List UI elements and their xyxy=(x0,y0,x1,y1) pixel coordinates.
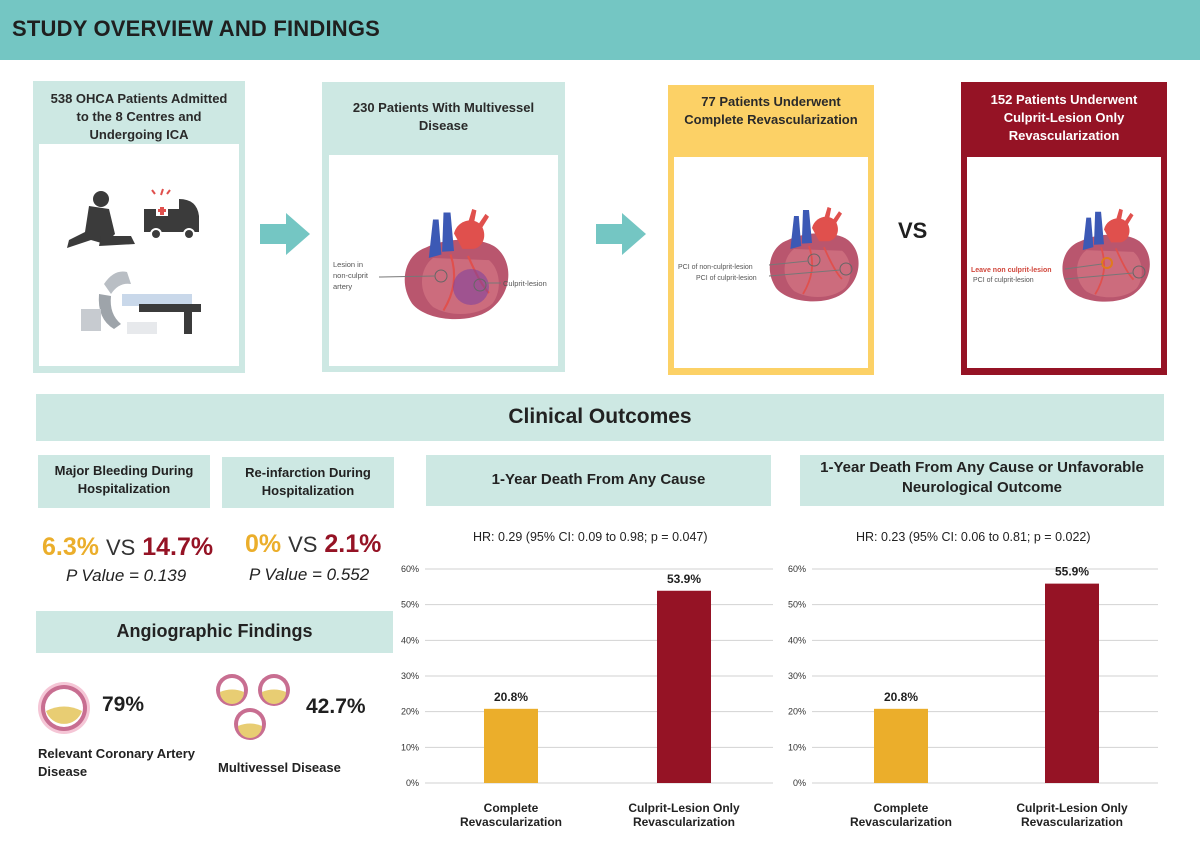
y-tick-label: 40% xyxy=(401,635,419,645)
x-category-label: Revascularization xyxy=(1021,815,1123,829)
label-leave-nonculprit: Leave non culprit-lesion xyxy=(971,267,1052,274)
bar-complete xyxy=(484,708,538,783)
label-lesion-line1: Lesion in xyxy=(333,260,363,269)
cpr-icon xyxy=(67,191,135,248)
bar-value-label: 20.8% xyxy=(884,690,918,704)
x-category-label: Complete xyxy=(484,801,539,815)
chart1-title: 1-Year Death From Any Cause xyxy=(491,471,706,488)
bleeding-vs: VS xyxy=(105,535,136,560)
bar-complete xyxy=(874,708,928,783)
reinfarction-label-box: Re-infarction During Hospitalization xyxy=(222,457,394,508)
clinical-outcomes-title: Clinical Outcomes xyxy=(508,405,692,428)
step3-illustration-area: PCI of non-culprit-lesion PCI of culprit… xyxy=(674,157,868,368)
y-tick-label: 20% xyxy=(401,707,419,717)
bar-culprit-only xyxy=(657,590,711,783)
reinfarction-complete-value: 0% xyxy=(245,530,282,558)
bleeding-culprit-value: 14.7% xyxy=(142,533,214,561)
step2-box: 230 Patients With Multivessel Disease Le… xyxy=(322,82,565,372)
step1-illustration-area xyxy=(39,144,239,366)
step1-title: 538 OHCA Patients Admitted to the 8 Cent… xyxy=(50,91,228,142)
y-tick-label: 60% xyxy=(401,564,419,574)
heart-illustration-complete: PCI of non-culprit-lesion PCI of culprit… xyxy=(678,205,860,303)
y-tick-label: 40% xyxy=(788,635,806,645)
chart1-plot: 0%10%20%30%40%50%60%20.8%CompleteRevascu… xyxy=(401,564,773,829)
y-tick-label: 0% xyxy=(793,778,806,788)
y-tick-label: 50% xyxy=(788,600,806,610)
y-tick-label: 10% xyxy=(401,742,419,752)
label-pci-nonculprit: PCI of non-culprit-lesion xyxy=(678,264,753,271)
bleeding-stat: 6.3% VS 14.7% xyxy=(42,533,213,562)
flow-arrow-2 xyxy=(596,213,646,255)
step2-illustration-area: Lesion in non-culprit artery Culprit-les… xyxy=(329,155,558,366)
x-category-label: Culprit-Lesion Only xyxy=(1016,801,1128,815)
x-category-label: Complete xyxy=(874,801,929,815)
coronary-percent: 79% xyxy=(102,693,145,716)
chart1-hr: HR: 0.29 (95% CI: 0.09 to 0.98; p = 0.04… xyxy=(473,530,708,544)
y-tick-label: 30% xyxy=(788,671,806,681)
angiography-machine-icon xyxy=(81,271,201,334)
bleeding-complete-value: 6.3% xyxy=(42,533,99,561)
y-tick-label: 0% xyxy=(406,778,419,788)
angiographic-title: Angiographic Findings xyxy=(116,621,313,641)
bar-culprit-only xyxy=(1045,583,1099,783)
clinical-outcomes-band: Clinical Outcomes xyxy=(36,394,1164,441)
bleeding-pvalue: P Value = 0.139 xyxy=(66,566,187,585)
reinfarction-label: Re-infarction During Hospitalization xyxy=(245,465,371,498)
chart2-hr: HR: 0.23 (95% CI: 0.06 to 0.81; p = 0.02… xyxy=(856,530,1091,544)
angiographic-band: Angiographic Findings xyxy=(36,611,393,653)
reinfarction-culprit-value: 2.1% xyxy=(324,530,382,558)
ambulance-icon xyxy=(144,188,199,240)
label-culprit-lesion: Culprit-lesion xyxy=(503,279,547,288)
vessel-plaque-icon xyxy=(38,682,90,734)
step1-box: 538 OHCA Patients Admitted to the 8 Cent… xyxy=(33,81,245,373)
multivessel-icon xyxy=(216,674,290,740)
bleeding-label: Major Bleeding During Hospitalization xyxy=(54,463,194,496)
x-category-label: Revascularization xyxy=(633,815,735,829)
chart2-title: 1-Year Death From Any Cause or Unfavorab… xyxy=(820,459,1144,496)
bleeding-label-box: Major Bleeding During Hospitalization xyxy=(38,455,210,508)
multivessel-label: Multivessel Disease xyxy=(218,760,341,775)
page-title: STUDY OVERVIEW AND FINDINGS xyxy=(12,16,381,41)
chart2-title-box: 1-Year Death From Any Cause or Unfavorab… xyxy=(800,455,1164,506)
reinfarction-vs: VS xyxy=(288,532,318,557)
chart2-plot: 0%10%20%30%40%50%60%20.8%CompleteRevascu… xyxy=(788,564,1158,829)
y-tick-label: 30% xyxy=(401,671,419,681)
reinfarction-pvalue: P Value = 0.552 xyxy=(249,565,370,584)
bar-value-label: 53.9% xyxy=(667,572,701,586)
x-category-label: Revascularization xyxy=(460,815,562,829)
reinfarction-stat: 0% VS 2.1% xyxy=(245,530,381,559)
label-lesion-line2: non-culprit xyxy=(333,271,369,280)
y-tick-label: 50% xyxy=(401,600,419,610)
label-lesion-line3: artery xyxy=(333,282,352,291)
vs-label: VS xyxy=(898,218,928,243)
step4-illustration-area: Leave non culprit-lesion PCI of culprit-… xyxy=(967,157,1161,368)
step4-box: 152 Patients Underwent Culprit-Lesion On… xyxy=(961,82,1167,375)
multivessel-percent: 42.7% xyxy=(306,695,366,718)
bar-value-label: 20.8% xyxy=(494,690,528,704)
header-bar: STUDY OVERVIEW AND FINDINGS xyxy=(0,0,1200,60)
y-tick-label: 20% xyxy=(788,707,806,717)
heart-illustration-culprit-only: Leave non culprit-lesion PCI of culprit-… xyxy=(971,207,1151,303)
step4-title: 152 Patients Underwent Culprit-Lesion On… xyxy=(990,92,1138,143)
x-category-label: Revascularization xyxy=(850,815,952,829)
heart-illustration-multivessel: Lesion in non-culprit artery Culprit-les… xyxy=(333,207,547,321)
y-tick-label: 10% xyxy=(788,742,806,752)
flow-arrow-1 xyxy=(260,213,310,255)
chart1-title-box: 1-Year Death From Any Cause xyxy=(426,455,771,506)
step2-title: 230 Patients With Multivessel Disease xyxy=(352,100,535,133)
coronary-label: Relevant Coronary Artery Disease xyxy=(38,746,196,779)
label-pci-culprit-2: PCI of culprit-lesion xyxy=(973,277,1034,284)
step3-title: 77 Patients Underwent Complete Revascula… xyxy=(684,94,858,127)
bar-value-label: 55.9% xyxy=(1055,565,1089,579)
step3-box: 77 Patients Underwent Complete Revascula… xyxy=(668,85,874,375)
label-pci-culprit: PCI of culprit-lesion xyxy=(696,275,757,282)
x-category-label: Culprit-Lesion Only xyxy=(628,801,740,815)
y-tick-label: 60% xyxy=(788,564,806,574)
step1-illustration xyxy=(67,188,201,334)
